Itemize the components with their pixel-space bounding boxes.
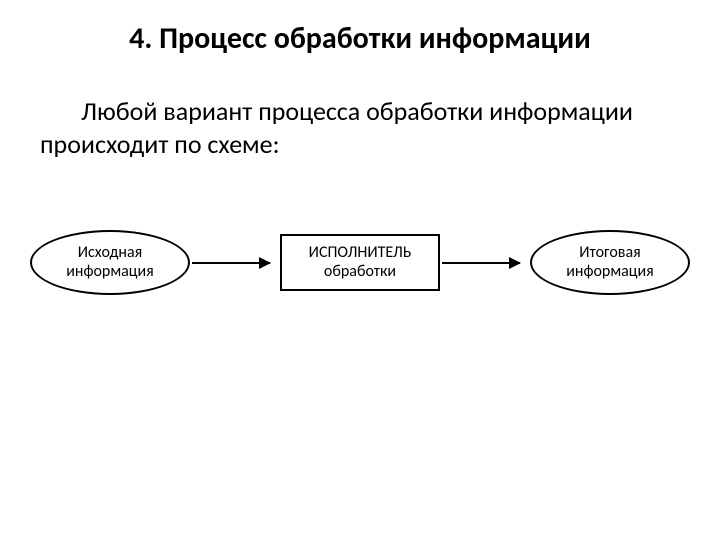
node-processor-label: ИСПОЛНИТЕЛЬобработки [309,244,412,281]
edge-processor-output [442,262,520,264]
node-input-label: Исходнаяинформация [66,244,153,281]
node-output: Итоговаяинформация [530,230,690,295]
node-input: Исходнаяинформация [30,230,190,295]
edge-input-processor [192,262,270,264]
flow-diagram: Исходнаяинформация ИСПОЛНИТЕЛЬобработки … [30,230,690,310]
node-output-label: Итоговаяинформация [566,244,653,281]
page-subtitle: Любой вариант процесса обработки информа… [40,95,680,160]
node-processor: ИСПОЛНИТЕЛЬобработки [280,234,440,291]
page-title: 4. Процесс обработки информации [0,20,720,57]
